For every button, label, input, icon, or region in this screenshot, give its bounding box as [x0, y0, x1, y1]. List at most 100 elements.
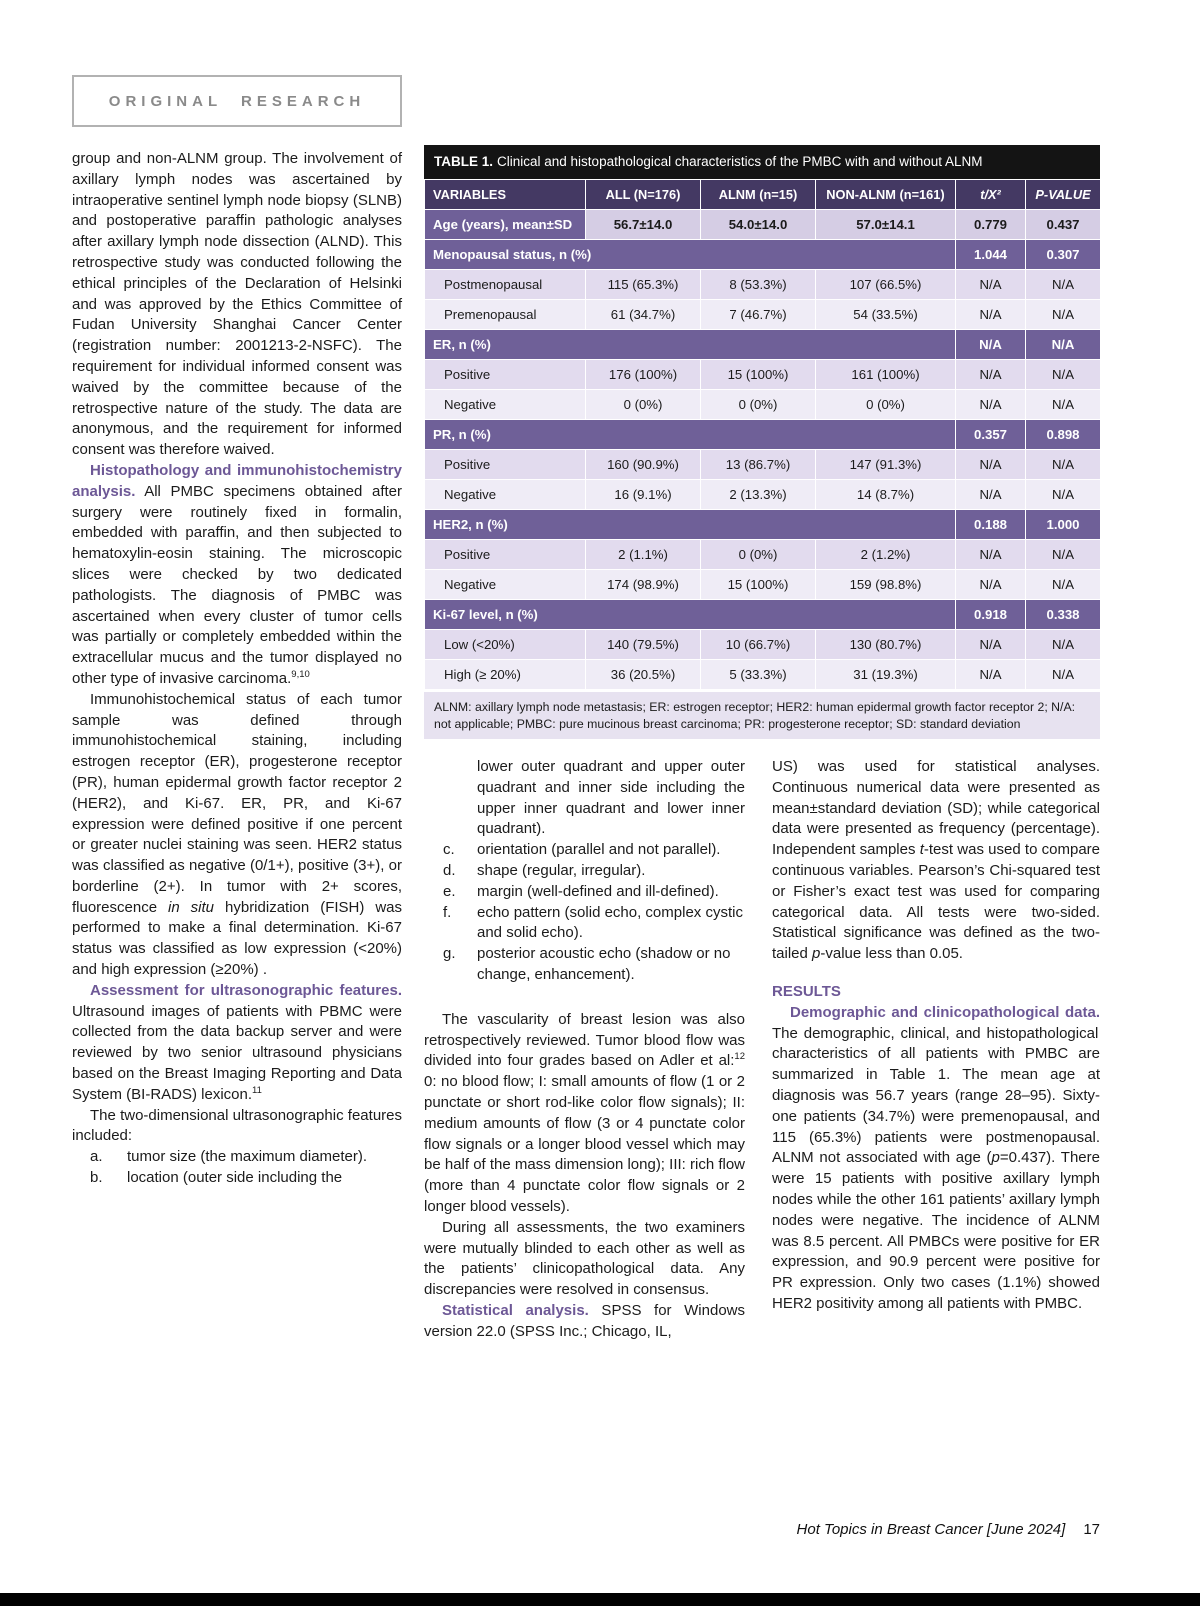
- value-cell: 54 (33.5%): [815, 299, 956, 330]
- table-row: ER, n (%) N/A N/A: [424, 329, 1101, 360]
- section-label-cell: HER2, n (%): [424, 509, 956, 540]
- table-title-label: TABLE 1.: [434, 154, 494, 169]
- value-cell: N/A: [1025, 629, 1101, 660]
- value-cell: N/A: [1025, 479, 1101, 510]
- list-item: b. location (outer side including the: [72, 1168, 402, 1189]
- list-text: echo pattern (solid echo, complex cystic…: [477, 904, 743, 942]
- list-text: location (outer side including the: [127, 1169, 342, 1186]
- statistic-cell: N/A: [955, 329, 1026, 360]
- value-cell: 2 (1.2%): [815, 539, 956, 570]
- value-cell: 16 (9.1%): [585, 479, 701, 510]
- text-segment: -test was used to compare continuous var…: [772, 841, 1101, 963]
- value-cell: 15 (100%): [700, 359, 816, 390]
- text-segment: orientation (parallel and not parallel).: [477, 841, 721, 859]
- table-row: Ki-67 level, n (%) 0.918 0.338: [424, 599, 1101, 630]
- table-header-row: VARIABLES ALL (N=176) ALNM (n=15) NON-AL…: [424, 179, 1101, 210]
- list-marker: c.: [443, 841, 455, 859]
- reference-superscript: 11: [252, 1084, 262, 1096]
- value-cell: 0 (0%): [700, 389, 816, 420]
- section-label-cell: Menopausal status, n (%): [424, 239, 956, 270]
- value-cell: 147 (91.3%): [815, 449, 956, 480]
- list-text: orientation (parallel and not parallel).: [477, 841, 720, 858]
- value-cell: N/A: [955, 659, 1026, 690]
- paragraph: Demographic and clinicopathological data…: [772, 1003, 1100, 1315]
- value-cell: N/A: [1025, 299, 1101, 330]
- row-label-cell: Postmenopausal: [424, 269, 586, 300]
- value-cell: 14 (8.7%): [815, 479, 956, 510]
- list-continuation: lower outer quadrant and upper outer qua…: [424, 757, 745, 840]
- list-marker: e.: [443, 882, 456, 900]
- value-cell: N/A: [1025, 359, 1101, 390]
- row-label-cell: Negative: [424, 569, 586, 600]
- list-marker: b.: [90, 1169, 103, 1187]
- text-segment: group and non-ALNM group. The involvemen…: [72, 150, 402, 459]
- table-row: Postmenopausal 115 (65.3%) 8 (53.3%) 107 (6…: [424, 269, 1101, 300]
- value-cell: 0.437: [1025, 209, 1101, 240]
- text-segment: posterior acoustic echo (shadow or no ch…: [477, 945, 731, 983]
- value-cell: N/A: [955, 449, 1026, 480]
- bottom-edge-bar: [0, 1593, 1200, 1606]
- table-row: PR, n (%) 0.357 0.898: [424, 419, 1101, 450]
- value-cell: 0 (0%): [585, 389, 701, 420]
- value-cell: 8 (53.3%): [700, 269, 816, 300]
- pvalue-cell: 0.338: [1025, 599, 1101, 630]
- list-item: e. margin (well-defined and ill-defined).: [424, 882, 745, 903]
- row-label-cell: Age (years), mean±SD: [424, 209, 586, 240]
- value-cell: 36 (20.5%): [585, 659, 701, 690]
- row-label-cell: Premenopausal: [424, 299, 586, 330]
- page-footer: Hot Topics in Breast Cancer [June 2024] 1…: [797, 1521, 1100, 1538]
- value-cell: 107 (66.5%): [815, 269, 956, 300]
- table-row: Premenopausal 61 (34.7%) 7 (46.7%) 54 (33.5…: [424, 299, 1101, 330]
- list-text: shape (regular, irregular).: [477, 862, 645, 879]
- value-cell: 140 (79.5%): [585, 629, 701, 660]
- list-item: d. shape (regular, irregular).: [424, 861, 745, 882]
- run-in-heading: Demographic and clinicopathological data…: [790, 1003, 1100, 1021]
- value-cell: 159 (98.8%): [815, 569, 956, 600]
- text-segment: The vascularity of breast lesion was als…: [424, 1010, 745, 1070]
- value-cell: 115 (65.3%): [585, 269, 701, 300]
- table-row: Age (years), mean±SD 56.7±14.0 54.0±14.0 57…: [424, 209, 1101, 240]
- table-row: Menopausal status, n (%) 1.044 0.307: [424, 239, 1101, 270]
- paragraph: During all assessments, the two examiner…: [424, 1218, 745, 1301]
- value-cell: 130 (80.7%): [815, 629, 956, 660]
- value-cell: 160 (90.9%): [585, 449, 701, 480]
- value-cell: 7 (46.7%): [700, 299, 816, 330]
- value-cell: 0 (0%): [815, 389, 956, 420]
- list-item: g. posterior acoustic echo (shadow or no …: [424, 944, 745, 986]
- right-column: US) was used for statistical analyses. C…: [772, 757, 1100, 1315]
- value-cell: 31 (19.3%): [815, 659, 956, 690]
- original-research-badge: ORIGINAL RESEARCH: [72, 75, 402, 127]
- list-text: posterior acoustic echo (shadow or no ch…: [477, 945, 730, 983]
- middle-column: lower outer quadrant and upper outer qua…: [424, 757, 745, 1343]
- value-cell: 0 (0%): [700, 539, 816, 570]
- list-marker: f.: [443, 903, 452, 921]
- paragraph: group and non-ALNM group. The involvemen…: [72, 149, 402, 461]
- value-cell: N/A: [1025, 449, 1101, 480]
- value-cell: N/A: [955, 269, 1026, 300]
- value-cell: N/A: [955, 539, 1026, 570]
- section-label-cell: ER, n (%): [424, 329, 956, 360]
- page-number: 17: [1083, 1521, 1100, 1538]
- value-cell: 57.0±14.1: [815, 209, 956, 240]
- table-row: HER2, n (%) 0.188 1.000: [424, 509, 1101, 540]
- table-row: Negative 174 (98.9%) 15 (100%) 159 (98.8%) N…: [424, 569, 1101, 600]
- text-segment: in situ: [168, 898, 215, 916]
- text-segment: Immunohistochemical status of each tumor…: [72, 690, 402, 916]
- text-segment: p: [991, 1149, 1000, 1167]
- text-segment: The demographic, clinical, and histopath…: [772, 1024, 1100, 1167]
- table-row: Negative 0 (0%) 0 (0%) 0 (0%) N/A N/A: [424, 389, 1101, 420]
- col-header-statistic: t/X²: [955, 179, 1026, 210]
- pvalue-cell: N/A: [1025, 329, 1101, 360]
- value-cell: 15 (100%): [700, 569, 816, 600]
- statistic-cell: 0.357: [955, 419, 1026, 450]
- paragraph: US) was used for statistical analyses. C…: [772, 757, 1100, 965]
- list-item: f. echo pattern (solid echo, complex cyst…: [424, 903, 745, 945]
- paragraph: Histopathology and immunohistochemistry …: [72, 461, 402, 690]
- value-cell: N/A: [1025, 539, 1101, 570]
- badge-label: ORIGINAL RESEARCH: [108, 92, 366, 110]
- row-label-cell: High (≥ 20%): [424, 659, 586, 690]
- paragraph: Statistical analysis. SPSS for Windows v…: [424, 1301, 745, 1343]
- value-cell: N/A: [1025, 569, 1101, 600]
- text-segment: location (outer side including the: [127, 1169, 343, 1187]
